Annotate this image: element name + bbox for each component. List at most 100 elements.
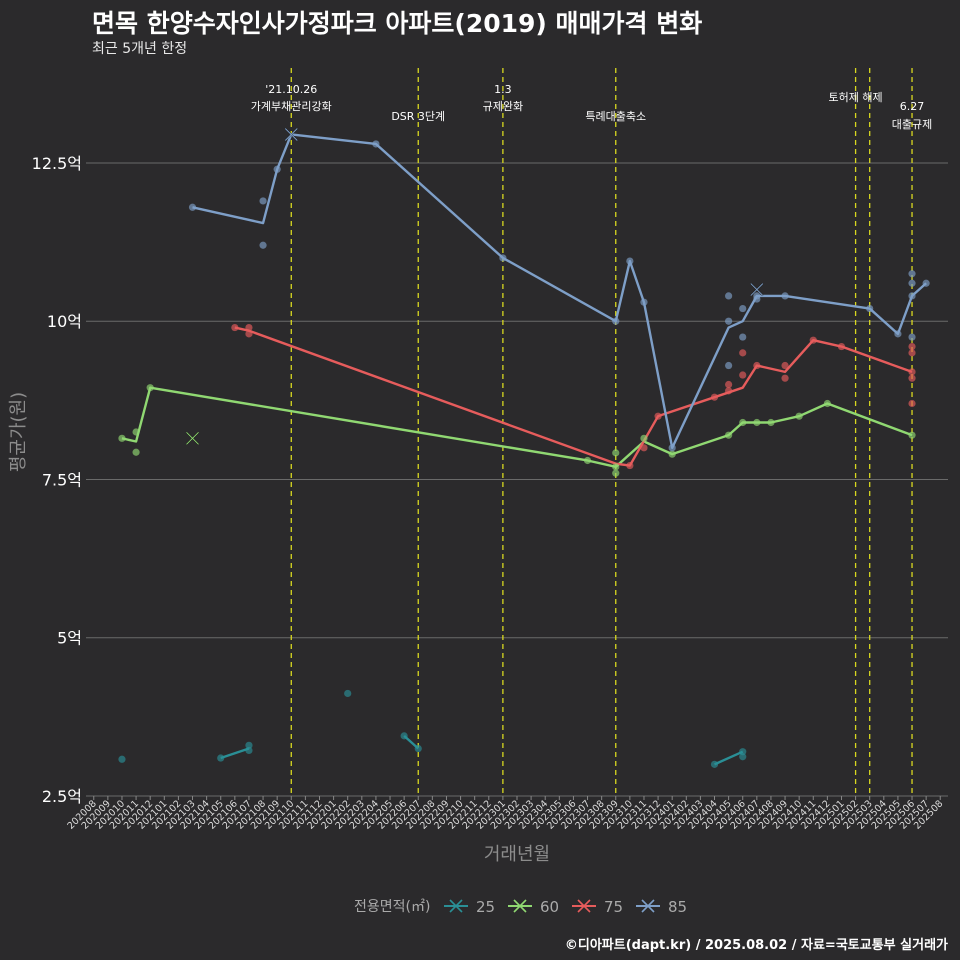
- data-point-85: [908, 333, 916, 341]
- data-point-75: [654, 412, 662, 420]
- event-label: '21.10.26: [265, 83, 317, 96]
- data-point-60: [146, 384, 154, 392]
- data-point-75: [245, 330, 253, 338]
- data-point-85: [866, 304, 874, 313]
- data-point-85: [922, 279, 930, 287]
- data-point-60: [132, 428, 140, 436]
- data-point-60: [612, 469, 620, 477]
- cross-marker-85: [750, 282, 764, 297]
- data-point-25: [710, 760, 719, 768]
- data-point-75: [231, 323, 239, 332]
- data-point-75: [739, 371, 747, 379]
- data-point-85: [259, 197, 267, 205]
- data-point-75: [908, 342, 916, 351]
- data-point-85: [739, 333, 747, 341]
- event-label: DSR 3단계: [391, 110, 445, 123]
- data-point-75: [837, 342, 846, 351]
- cross-marker-85: [284, 127, 298, 142]
- legend-swatch-cross: [577, 899, 591, 913]
- data-point-85: [725, 317, 733, 325]
- data-point-85: [273, 165, 281, 173]
- data-point-25: [245, 746, 253, 755]
- event-label: 1.3: [494, 83, 512, 96]
- data-point-75: [640, 444, 648, 452]
- cross-stroke: [750, 283, 764, 296]
- data-point-25: [414, 744, 422, 753]
- data-point-85: [781, 292, 789, 300]
- data-point-60: [612, 449, 620, 457]
- data-point-60: [668, 450, 676, 458]
- data-point-85: [908, 279, 916, 287]
- data-point-60: [118, 434, 126, 442]
- data-point-75: [908, 368, 916, 376]
- data-point-75: [725, 387, 733, 395]
- chart-subtitle: 최근 5개년 한정: [92, 41, 188, 57]
- data-point-85: [725, 292, 733, 300]
- data-point-60: [795, 412, 803, 420]
- data-point-75: [781, 361, 789, 370]
- data-point-75: [245, 323, 253, 332]
- data-point-85: [499, 254, 507, 262]
- cross-stroke: [186, 431, 199, 445]
- legend-label: 25: [476, 898, 495, 916]
- y-tick-label: 7.5억: [42, 470, 82, 489]
- series-line-75: [234, 326, 913, 467]
- data-point-85: [725, 361, 733, 370]
- data-point-60: [753, 418, 761, 427]
- data-point-85: [188, 203, 197, 211]
- legend-item-60: 60: [508, 898, 559, 916]
- legend-label: 85: [668, 898, 687, 916]
- data-point-85: [753, 292, 761, 300]
- y-axis-title: 평균가(원): [8, 392, 29, 472]
- data-point-60: [739, 418, 747, 427]
- data-point-85: [259, 241, 267, 249]
- data-point-60: [908, 431, 916, 439]
- data-point-25: [217, 754, 225, 762]
- data-point-85: [372, 140, 380, 148]
- data-point-75: [626, 461, 634, 470]
- data-point-75: [908, 399, 916, 408]
- data-point-25: [344, 689, 352, 698]
- cross-marker-60: [185, 431, 200, 445]
- series-line-85: [192, 133, 927, 450]
- x-axis-title: 거래년월: [484, 844, 550, 865]
- data-point-25: [245, 741, 253, 749]
- legend-item-75: 75: [572, 898, 623, 916]
- series-line-60: [121, 386, 913, 469]
- legend-title: 전용면적(㎡): [354, 899, 430, 915]
- y-tick-label: 12.5억: [32, 154, 82, 173]
- data-point-60: [132, 448, 140, 456]
- legend-label: 60: [540, 898, 559, 916]
- data-point-75: [753, 361, 761, 370]
- y-tick-label: 10억: [47, 312, 82, 331]
- data-point-60: [823, 399, 831, 408]
- data-point-25: [739, 748, 747, 756]
- data-point-75: [908, 349, 916, 357]
- data-point-85: [612, 317, 620, 325]
- data-point-85: [908, 292, 916, 300]
- y-tick-label: 5억: [57, 629, 82, 648]
- data-point-85: [739, 304, 747, 313]
- legend-item-25: 25: [444, 898, 495, 916]
- legend-item-85: 85: [636, 898, 687, 916]
- data-point-85: [668, 444, 676, 452]
- cross-stroke: [284, 128, 298, 141]
- event-label: 특례대출축소: [585, 110, 646, 123]
- data-point-85: [626, 257, 634, 265]
- event-label: 가계부채관리강화: [251, 100, 332, 113]
- legend-swatch-cross: [449, 899, 463, 913]
- event-label: 토허제 해제: [829, 90, 883, 104]
- legend-swatch-cross: [513, 899, 527, 913]
- series-line-25: [714, 750, 744, 766]
- y-tick-label: 2.5억: [42, 787, 82, 806]
- data-point-75: [725, 380, 733, 389]
- data-point-75: [908, 374, 916, 382]
- data-point-60: [612, 463, 620, 471]
- event-label: 6.27: [900, 100, 925, 113]
- data-point-75: [710, 393, 719, 401]
- data-point-75: [781, 374, 789, 382]
- legend-label: 75: [604, 898, 623, 916]
- data-point-60: [640, 434, 648, 442]
- data-point-60: [767, 418, 775, 427]
